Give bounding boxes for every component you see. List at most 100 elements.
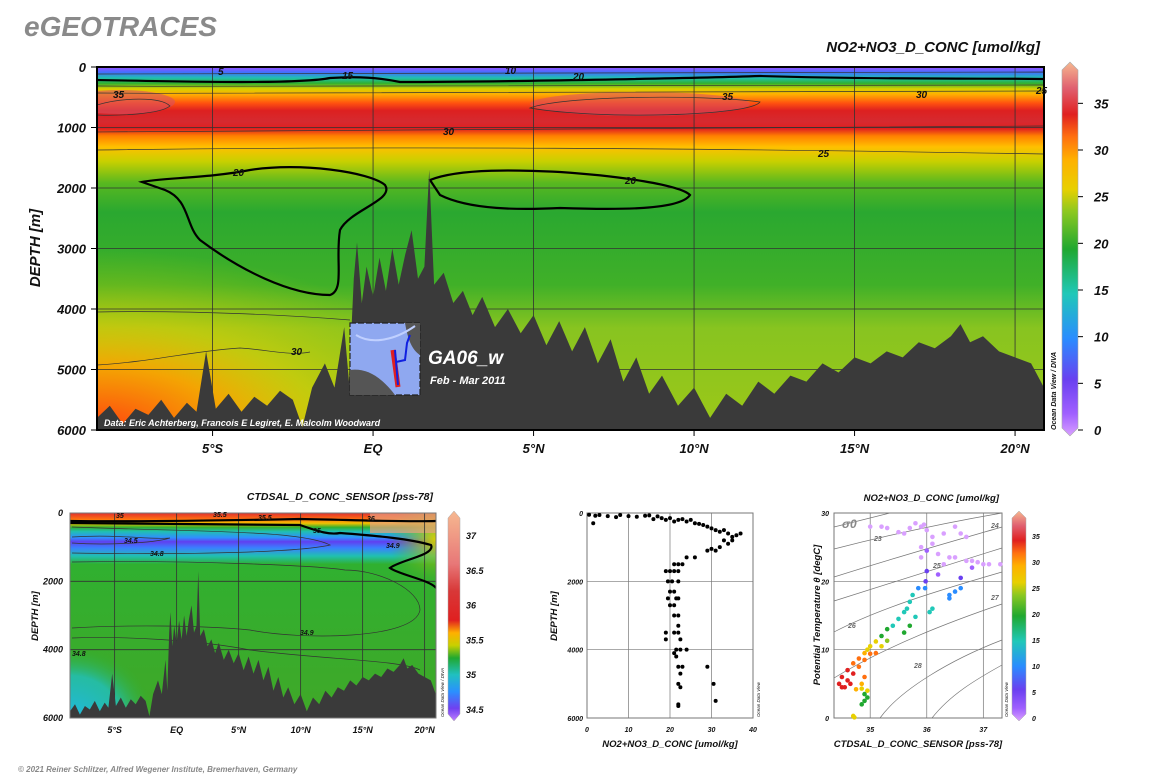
- contour-label: 35.5: [213, 512, 227, 519]
- data-point: [591, 521, 596, 526]
- colorbar-tick-label: 35.5: [466, 635, 485, 645]
- odv-credit: Ocean Data View / DIVA: [1051, 352, 1058, 430]
- contour-label: 34.9: [300, 630, 314, 637]
- colorbar-tick-label: 36.5: [466, 566, 485, 576]
- data-point: [884, 638, 890, 644]
- isopycnal-line: [833, 512, 891, 528]
- contour-label: 34.5: [124, 538, 138, 545]
- x-tick-label: 10: [625, 727, 633, 734]
- data-point: [672, 589, 677, 594]
- data-point: [859, 702, 865, 707]
- data-point: [924, 548, 930, 553]
- bathymetry-salinity: [70, 571, 436, 718]
- data-point: [901, 531, 907, 536]
- y-tick-label: 4000: [42, 645, 63, 655]
- main-section-title: NO2+NO3_D_CONC [umol/kg]: [826, 39, 1041, 56]
- data-point: [692, 521, 697, 526]
- data-point: [713, 548, 718, 553]
- contour-line-bold: [97, 74, 1044, 84]
- y-tick-label: 0: [579, 511, 583, 518]
- y-tick-label: 3000: [57, 242, 87, 257]
- isopycnal-line: [833, 547, 1003, 602]
- data-point: [684, 647, 689, 652]
- data-point: [924, 527, 930, 533]
- data-point: [626, 514, 631, 519]
- colorbar-tick-label: 25: [1093, 190, 1109, 205]
- contour-label: 34.8: [72, 651, 86, 658]
- data-point: [676, 630, 681, 635]
- main-max-core-center: [530, 92, 750, 116]
- x-tick-label: 15°N: [840, 441, 870, 456]
- odv-credit-profile: Ocean Data View: [756, 681, 761, 717]
- data-point: [969, 565, 975, 570]
- x-tick-label: 20: [665, 727, 674, 734]
- data-point: [964, 534, 969, 540]
- cruise-track-blue: [394, 334, 411, 386]
- main-colorbar: [1061, 61, 1079, 437]
- contour-label: 34.9: [386, 543, 400, 550]
- isopycnal-label: 24: [990, 523, 999, 530]
- data-point: [927, 609, 932, 615]
- data-point: [915, 585, 921, 591]
- salinity-colorbar: [447, 510, 461, 722]
- map-land-south-america: [350, 369, 395, 395]
- ts-x-axis-label: CTDSAL_D_CONC_SENSOR [pss-78]: [834, 739, 1003, 750]
- data-point: [705, 524, 710, 529]
- bathymetry-main: [97, 169, 1044, 430]
- contour-line: [97, 311, 351, 321]
- x-tick-label: 15°N: [353, 725, 374, 735]
- data-point: [890, 623, 896, 629]
- contour-line: [97, 347, 311, 366]
- isopycnal-label: 25: [932, 563, 941, 570]
- data-point: [865, 688, 870, 693]
- contour-label: 20: [624, 176, 637, 187]
- nitrate-profile-plot: 0 10 20 30 40 0 2000 4000 6000 NO2+NO3_D_CONC [u…: [549, 511, 761, 750]
- data-point: [678, 685, 683, 690]
- data-point: [975, 559, 980, 565]
- data-point: [692, 555, 697, 560]
- data-point: [941, 531, 947, 536]
- data-point: [721, 538, 726, 543]
- data-point: [672, 613, 677, 618]
- colorbar-tick-label: 10: [1032, 664, 1040, 671]
- salinity-section-title: CTDSAL_D_CONC_SENSOR [pss-78]: [247, 491, 434, 503]
- data-point: [867, 651, 873, 657]
- data-point: [862, 698, 867, 704]
- data-point: [879, 633, 884, 639]
- contour-label: 35: [116, 513, 124, 520]
- data-point: [676, 569, 681, 574]
- colorbar-tick-label: 15: [1094, 283, 1109, 298]
- y-tick-label: 6000: [57, 423, 87, 438]
- ts-diagram-plot: NO2+NO3_D_CONC [umol/kg] σ0 23 24 25 26 …: [812, 493, 1040, 750]
- y-tick-label: 4000: [566, 648, 583, 655]
- data-point: [896, 529, 901, 535]
- data-point: [839, 684, 845, 690]
- data-point: [952, 589, 958, 594]
- data-point: [668, 516, 672, 521]
- colorbar-tick-label: 5: [1094, 376, 1102, 391]
- colorbar-tick-label: 10: [1094, 330, 1109, 345]
- data-point: [856, 656, 862, 661]
- contour-label: 35.5: [258, 515, 272, 522]
- data-credit: Data: Eric Achterberg, Francois E Legire…: [104, 418, 381, 428]
- y-tick-label: 6000: [43, 713, 63, 723]
- salinity-section-plot: CTDSAL_D_CONC_SENSOR [pss-78] 35 35.5 35…: [30, 491, 485, 735]
- data-point: [676, 596, 681, 601]
- data-point: [865, 695, 870, 700]
- data-point: [921, 522, 927, 527]
- data-point: [684, 555, 689, 560]
- main-y-axis-label: DEPTH [m]: [27, 208, 44, 287]
- data-point: [721, 528, 726, 533]
- data-point: [672, 519, 677, 524]
- data-point: [717, 545, 722, 550]
- data-point: [672, 630, 677, 635]
- colorbar-tick-label: 35: [1032, 534, 1040, 541]
- data-point: [879, 524, 884, 529]
- contour-line-35: [70, 521, 436, 589]
- x-tick-label: 20°N: [414, 725, 436, 735]
- contour-label: 30: [916, 90, 928, 101]
- data-point: [672, 569, 677, 574]
- y-tick-label: 2000: [566, 579, 583, 586]
- data-point: [663, 637, 668, 642]
